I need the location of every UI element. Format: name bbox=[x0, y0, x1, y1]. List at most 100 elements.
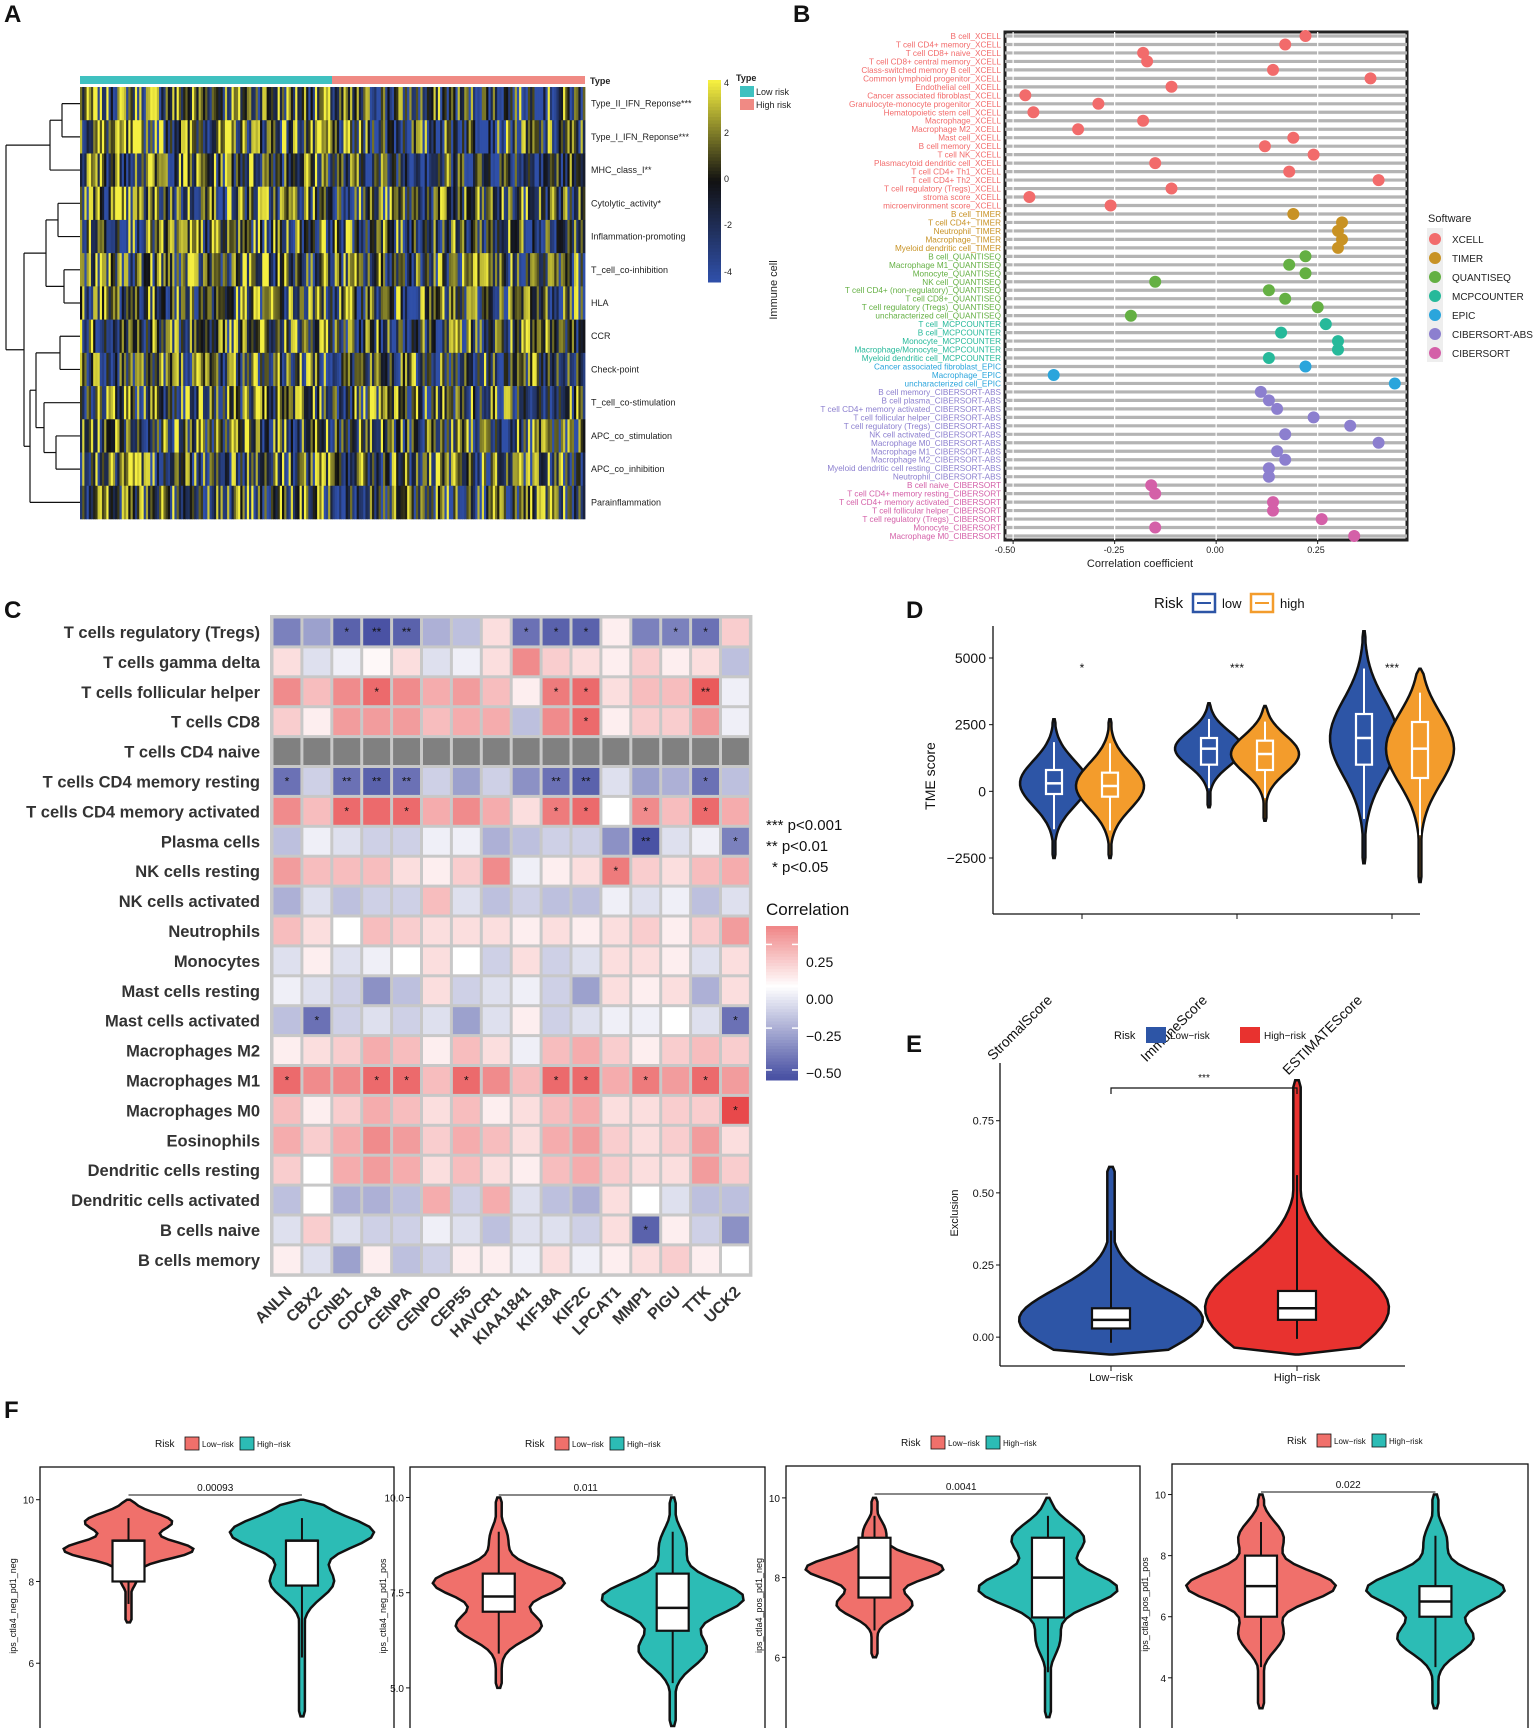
panel-f-ips-violins: RiskLow−riskHigh−risk10864ips_ctla4_neg_… bbox=[8, 1433, 1529, 1733]
heatmap-cell bbox=[108, 286, 112, 320]
heatmap-cell bbox=[183, 452, 186, 487]
heatmap-cell bbox=[466, 253, 470, 287]
c-cell bbox=[632, 857, 660, 885]
heatmap-cell bbox=[299, 219, 303, 254]
heatmap-cell bbox=[466, 186, 470, 221]
heatmap-cell bbox=[398, 319, 401, 354]
heatmap-cell bbox=[505, 87, 509, 121]
heatmap-cell bbox=[282, 153, 285, 187]
heatmap-cell bbox=[576, 419, 579, 453]
heatmap-cell bbox=[334, 352, 338, 387]
heatmap-cell bbox=[473, 386, 476, 420]
heatmap-cell bbox=[183, 286, 186, 320]
heatmap-cell bbox=[457, 452, 461, 487]
heatmap-cell bbox=[367, 186, 371, 221]
heatmap-cell bbox=[473, 352, 476, 387]
colorbar-segment bbox=[708, 117, 721, 121]
heatmap-cell bbox=[545, 452, 549, 487]
heatmap-cell bbox=[284, 419, 287, 453]
heatmap-cell bbox=[277, 120, 281, 154]
c-row-label: T cells regulatory (Tregs) bbox=[64, 624, 260, 642]
heatmap-cell bbox=[303, 186, 307, 221]
c-cell bbox=[692, 1007, 719, 1035]
c-cell bbox=[662, 827, 690, 855]
heatmap-cell bbox=[354, 153, 358, 187]
heatmap-cell bbox=[486, 352, 489, 387]
heatmap-cell bbox=[569, 352, 573, 387]
heatmap-cell bbox=[123, 485, 127, 520]
heatmap-cell bbox=[477, 153, 481, 187]
heatmap-cell bbox=[367, 87, 371, 121]
heatmap-cell bbox=[292, 253, 296, 287]
heatmap-cell bbox=[514, 253, 518, 287]
heatmap-cell bbox=[257, 319, 261, 354]
c-cell bbox=[512, 1156, 540, 1184]
heatmap-cell bbox=[189, 120, 193, 154]
b-row-label: T cell CD4+ Th2_XCELL bbox=[911, 176, 1001, 185]
heatmap-cell bbox=[240, 253, 243, 287]
heatmap-cell bbox=[141, 186, 145, 221]
heatmap-cell bbox=[440, 419, 443, 453]
heatmap-cell bbox=[141, 485, 145, 520]
heatmap-cell bbox=[503, 286, 507, 320]
heatmap-cell bbox=[273, 386, 276, 420]
f-plot-frame bbox=[785, 1465, 1141, 1733]
heatmap-cell bbox=[565, 419, 568, 453]
colorbar-segment bbox=[708, 143, 721, 148]
c-cell bbox=[692, 618, 719, 646]
heatmap-cell bbox=[363, 153, 366, 187]
c-cell bbox=[572, 1156, 600, 1184]
heatmap-cell bbox=[527, 87, 531, 121]
heatmap-cell bbox=[181, 153, 184, 187]
heatmap-cell bbox=[442, 87, 445, 121]
heatmap-cell bbox=[130, 319, 134, 354]
heatmap-cell bbox=[497, 120, 500, 154]
heatmap-cell bbox=[310, 219, 314, 254]
heatmap-cell bbox=[475, 452, 478, 487]
heatmap-cell bbox=[159, 386, 162, 420]
heatmap-cell bbox=[121, 219, 125, 254]
heatmap-cell bbox=[110, 419, 114, 453]
heatmap-cell bbox=[299, 87, 303, 121]
heatmap-cell bbox=[163, 386, 167, 420]
heatmap-cell bbox=[183, 485, 186, 520]
heatmap-cell bbox=[356, 352, 360, 387]
heatmap-cell bbox=[213, 319, 217, 354]
c-cell bbox=[602, 947, 630, 975]
heatmap-cell bbox=[115, 485, 118, 520]
heatmap-cell bbox=[503, 253, 507, 287]
heatmap-cell bbox=[82, 286, 85, 320]
heatmap-cell bbox=[332, 286, 336, 320]
heatmap-cell bbox=[148, 386, 151, 420]
heatmap-cell bbox=[260, 120, 263, 154]
heatmap-cell bbox=[547, 319, 551, 354]
heatmap-cell bbox=[227, 452, 230, 487]
heatmap-cell bbox=[257, 485, 261, 520]
heatmap-cell bbox=[191, 219, 195, 254]
heatmap-cell bbox=[580, 352, 584, 387]
c-cell bbox=[662, 1067, 690, 1094]
colorbar-segment bbox=[708, 181, 721, 185]
heatmap-cell bbox=[372, 419, 375, 453]
b-point bbox=[1267, 63, 1279, 76]
c-colorbar-segment bbox=[766, 1024, 798, 1029]
colorbar-segment bbox=[708, 244, 721, 249]
d-legend-low: low bbox=[1222, 596, 1242, 611]
heatmap-cell bbox=[466, 452, 470, 487]
c-cell bbox=[273, 1007, 301, 1035]
c-cell bbox=[602, 708, 630, 736]
heatmap-cell bbox=[128, 253, 131, 287]
heatmap-cell bbox=[126, 419, 129, 453]
c-significance-mark: * bbox=[703, 1073, 708, 1087]
heatmap-cell bbox=[288, 219, 292, 254]
heatmap-cell bbox=[299, 186, 303, 221]
heatmap-cell bbox=[582, 120, 586, 154]
heatmap-cell bbox=[244, 219, 248, 254]
heatmap-cell bbox=[255, 253, 259, 287]
heatmap-cell bbox=[205, 219, 208, 254]
c-colorbar-segment bbox=[766, 1046, 798, 1050]
heatmap-cell bbox=[176, 286, 180, 320]
heatmap-cell bbox=[571, 286, 575, 320]
heatmap-cell bbox=[286, 386, 289, 420]
panel-a-heatmap: Type Type Low risk High risk 4 2 0 -2 -4… bbox=[5, 73, 792, 520]
